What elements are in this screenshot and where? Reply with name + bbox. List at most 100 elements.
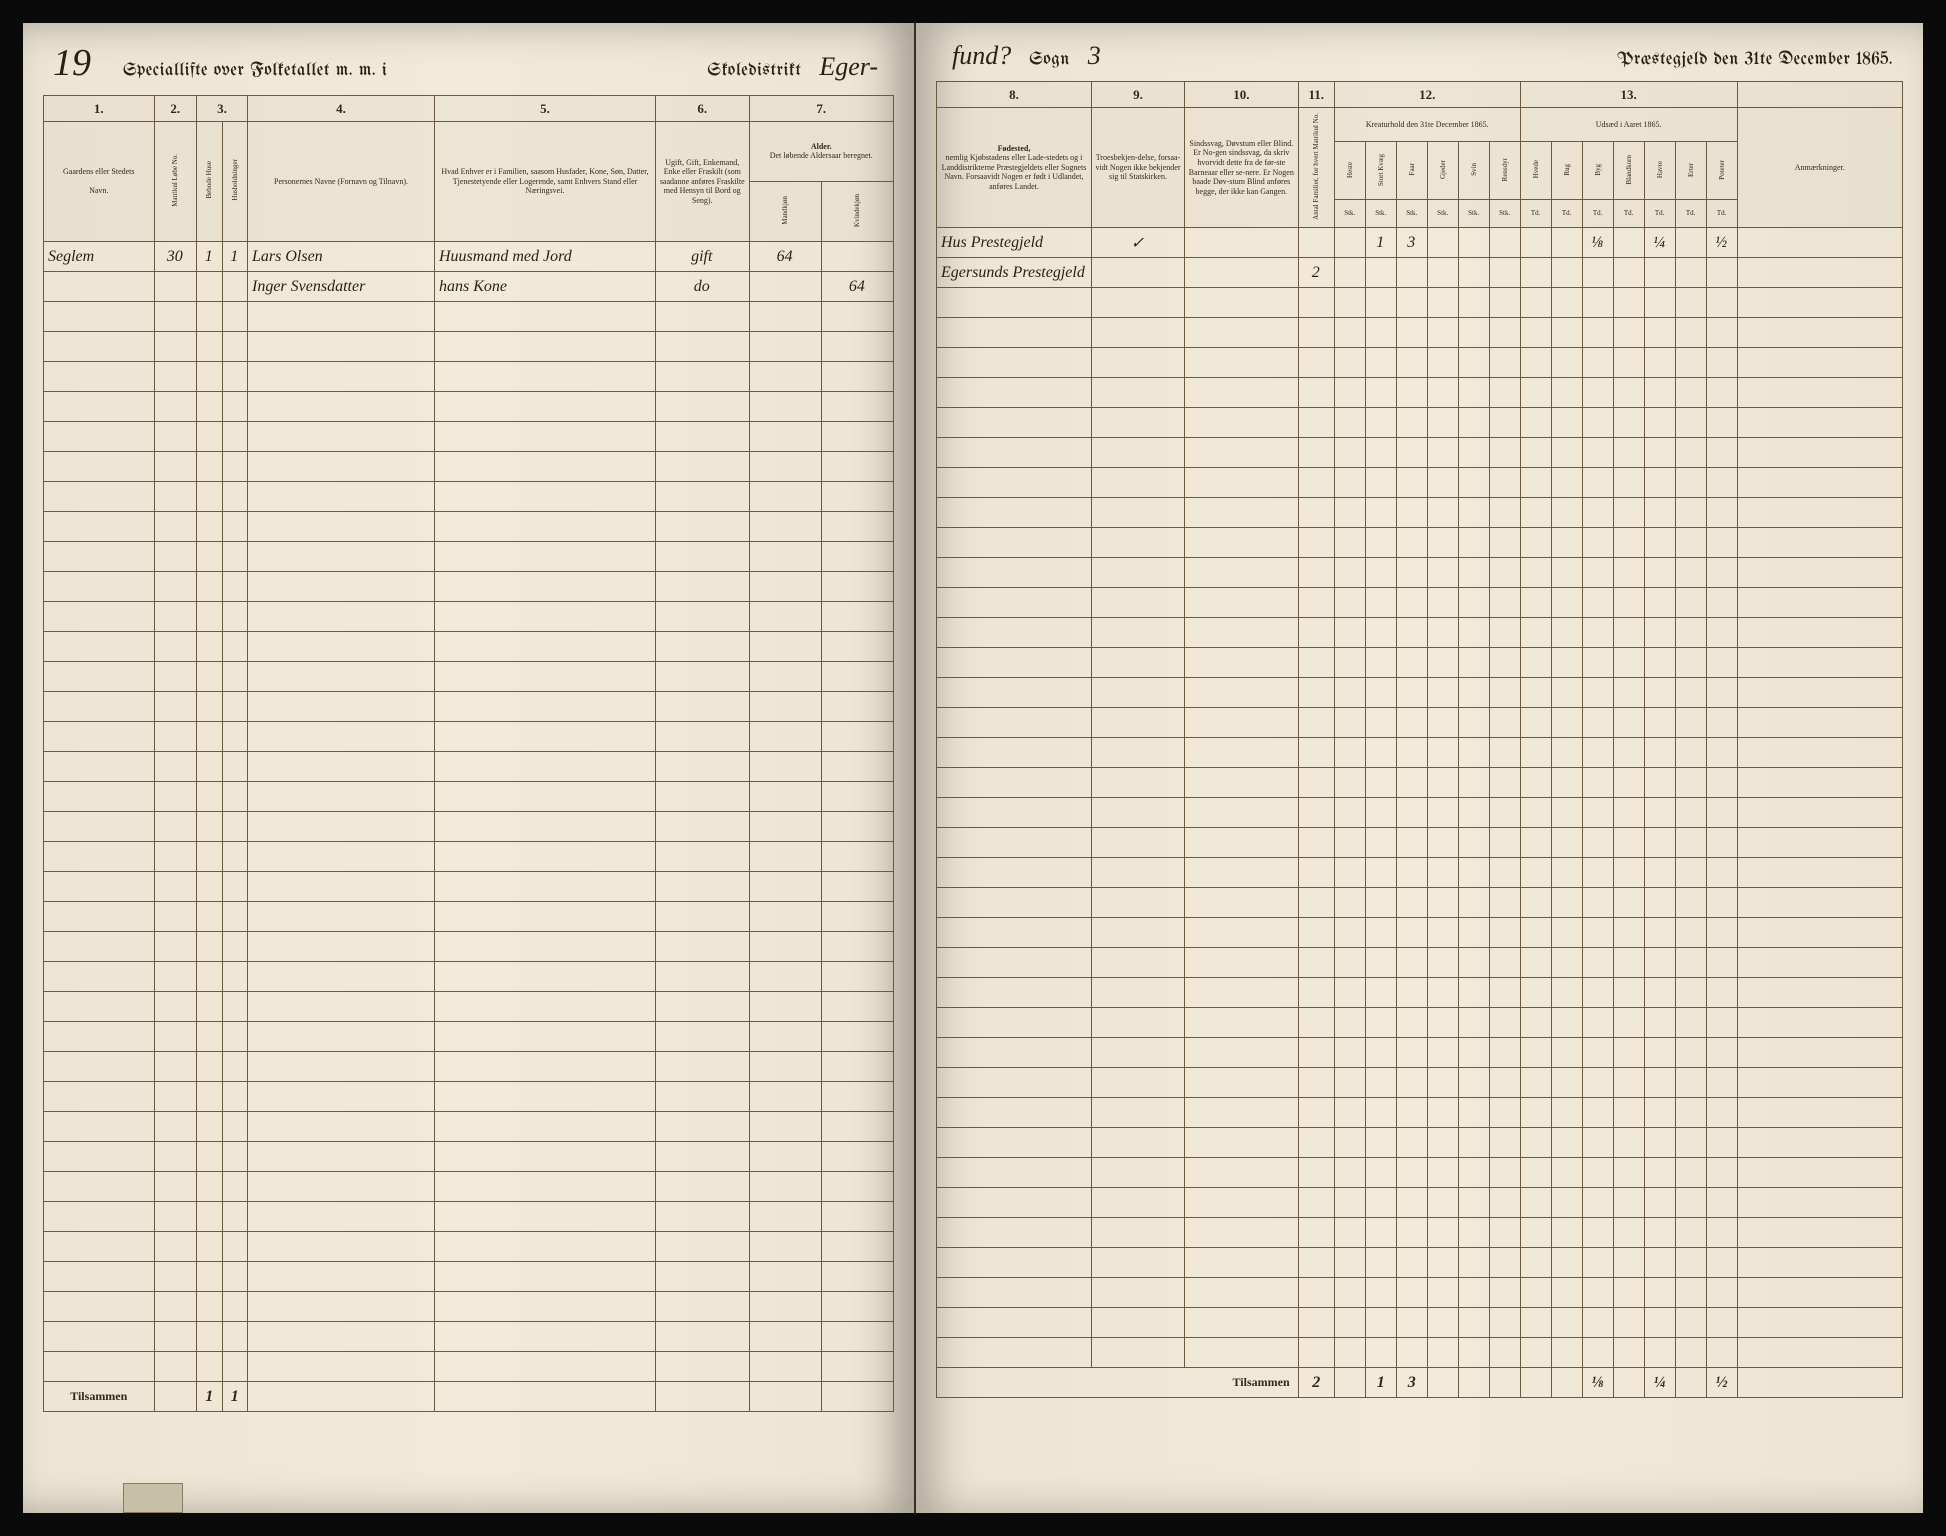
footer-hushold: 1: [222, 1382, 248, 1412]
right-colhead-row: Fødested, nemlig Kjøbstadens eller Lade-…: [937, 108, 1903, 142]
table-row: [44, 902, 894, 932]
table-row: [44, 452, 894, 482]
table-row: [44, 992, 894, 1022]
table-row: [44, 722, 894, 752]
table-row: [937, 318, 1903, 348]
table-row: [937, 1098, 1903, 1128]
table-row: [937, 888, 1903, 918]
colnum-2: 2.: [154, 96, 197, 122]
table-row: [937, 1188, 1903, 1218]
colnum-11: 11.: [1298, 82, 1334, 108]
table-row: [937, 408, 1903, 438]
header-text-2: Skoledistrikt: [707, 61, 801, 80]
table-row: [44, 602, 894, 632]
table-row: [44, 392, 894, 422]
table-row: [937, 858, 1903, 888]
table-row: [44, 632, 894, 662]
col6-header: Ugift, Gift, Enkemand, Enke eller Fraski…: [656, 122, 750, 242]
c13-4: Havre: [1644, 142, 1675, 199]
col13-top: Udsæd i Aaret 1865.: [1520, 108, 1737, 142]
c12-5: Rensdyr: [1489, 142, 1520, 199]
table-row: [44, 812, 894, 842]
table-row: [44, 572, 894, 602]
table-row: [44, 1352, 894, 1382]
right-page: fund? Sogn 3 Præstegjeld den 31te Decemb…: [916, 23, 1923, 1513]
footer-label: Tilsammen: [44, 1382, 155, 1412]
colnum-1: 1.: [44, 96, 155, 122]
c12-2: Faar: [1396, 142, 1427, 199]
c12-1: Stort Kvæg: [1365, 142, 1396, 199]
table-row: [937, 1338, 1903, 1368]
c13-0: Hvede: [1520, 142, 1551, 199]
left-header: 19 Speciallifte over Folketallet m. m. i…: [23, 23, 914, 95]
table-row: Hus Prestegjeld✓13⅛¼½: [937, 228, 1903, 258]
table-row: [937, 1308, 1903, 1338]
table-row: [937, 978, 1903, 1008]
table-row: [44, 662, 894, 692]
col3b-header: Husholdninger: [222, 122, 248, 242]
table-row: [44, 512, 894, 542]
table-row: [44, 332, 894, 362]
col2-header: Matrikul Løbe No.: [154, 122, 197, 242]
c13-6: Poteter: [1706, 142, 1737, 199]
table-row: [44, 482, 894, 512]
table-row: [937, 1008, 1903, 1038]
colnum-remarks: [1737, 82, 1902, 108]
table-row: Seglem3011Lars OlsenHuusmand med Jordgif…: [44, 242, 894, 272]
table-row: Inger Svensdatterhans Konedo64: [44, 272, 894, 302]
col8-header: Fødested, nemlig Kjøbstadens eller Lade-…: [937, 108, 1092, 228]
left-table-body: Seglem3011Lars OlsenHuusmand med Jordgif…: [44, 242, 894, 1382]
colnum-10: 10.: [1184, 82, 1298, 108]
colnum-12: 12.: [1334, 82, 1520, 108]
table-row: [44, 542, 894, 572]
col3a-header: Bebode Huse: [197, 122, 223, 242]
table-row: [44, 1292, 894, 1322]
table-row: [44, 1262, 894, 1292]
table-row: [44, 692, 894, 722]
table-row: [937, 468, 1903, 498]
table-row: [44, 1232, 894, 1262]
col10-header: Sindssvag, Døvstum eller Blind. Er No-ge…: [1184, 108, 1298, 228]
left-register-table: 1. 2. 3. 4. 5. 6. 7. Gaardens eller Sted…: [43, 95, 894, 1412]
table-row: [44, 422, 894, 452]
col5-header: Hvad Enhver er i Familien, saasom Husfad…: [435, 122, 656, 242]
parish-num: 3: [1082, 41, 1107, 71]
col7b: Kvindekjøn: [821, 181, 893, 241]
table-row: [44, 782, 894, 812]
table-row: [44, 872, 894, 902]
colnum-8: 8.: [937, 82, 1092, 108]
table-row: [937, 648, 1903, 678]
col1-header: Gaardens eller Stedets Navn.: [44, 122, 155, 242]
table-row: [937, 678, 1903, 708]
table-row: [937, 558, 1903, 588]
right-footer-row: Tilsammen 2 1 3 ⅛ ¼ ½: [937, 1368, 1903, 1398]
left-page: 19 Speciallifte over Folketallet m. m. i…: [23, 23, 916, 1513]
parish-handwritten: fund?: [946, 41, 1017, 71]
table-row: [937, 618, 1903, 648]
table-row: [937, 828, 1903, 858]
c12-4: Svin: [1458, 142, 1489, 199]
table-row: [937, 498, 1903, 528]
table-row: [937, 288, 1903, 318]
table-row: [937, 1158, 1903, 1188]
table-row: [937, 768, 1903, 798]
colnum-4: 4.: [248, 96, 435, 122]
header-text-1: Speciallifte over Folketallet m. m. i: [123, 61, 387, 80]
table-row: [44, 1322, 894, 1352]
table-row: [44, 1112, 894, 1142]
table-row: [44, 1202, 894, 1232]
table-row: Egersunds Prestegjeld2: [937, 258, 1903, 288]
table-row: [937, 528, 1903, 558]
table-row: [937, 738, 1903, 768]
table-row: [44, 932, 894, 962]
column-number-row: 1. 2. 3. 4. 5. 6. 7.: [44, 96, 894, 122]
c13-5: Erter: [1675, 142, 1706, 199]
table-row: [44, 302, 894, 332]
table-row: [937, 1038, 1903, 1068]
col12-top: Kreaturhold den 31te December 1865.: [1334, 108, 1520, 142]
ledger-book: 19 Speciallifte over Folketallet m. m. i…: [23, 23, 1923, 1513]
table-row: [937, 1248, 1903, 1278]
table-row: [937, 348, 1903, 378]
footer-huse: 1: [197, 1382, 223, 1412]
table-row: [44, 1022, 894, 1052]
